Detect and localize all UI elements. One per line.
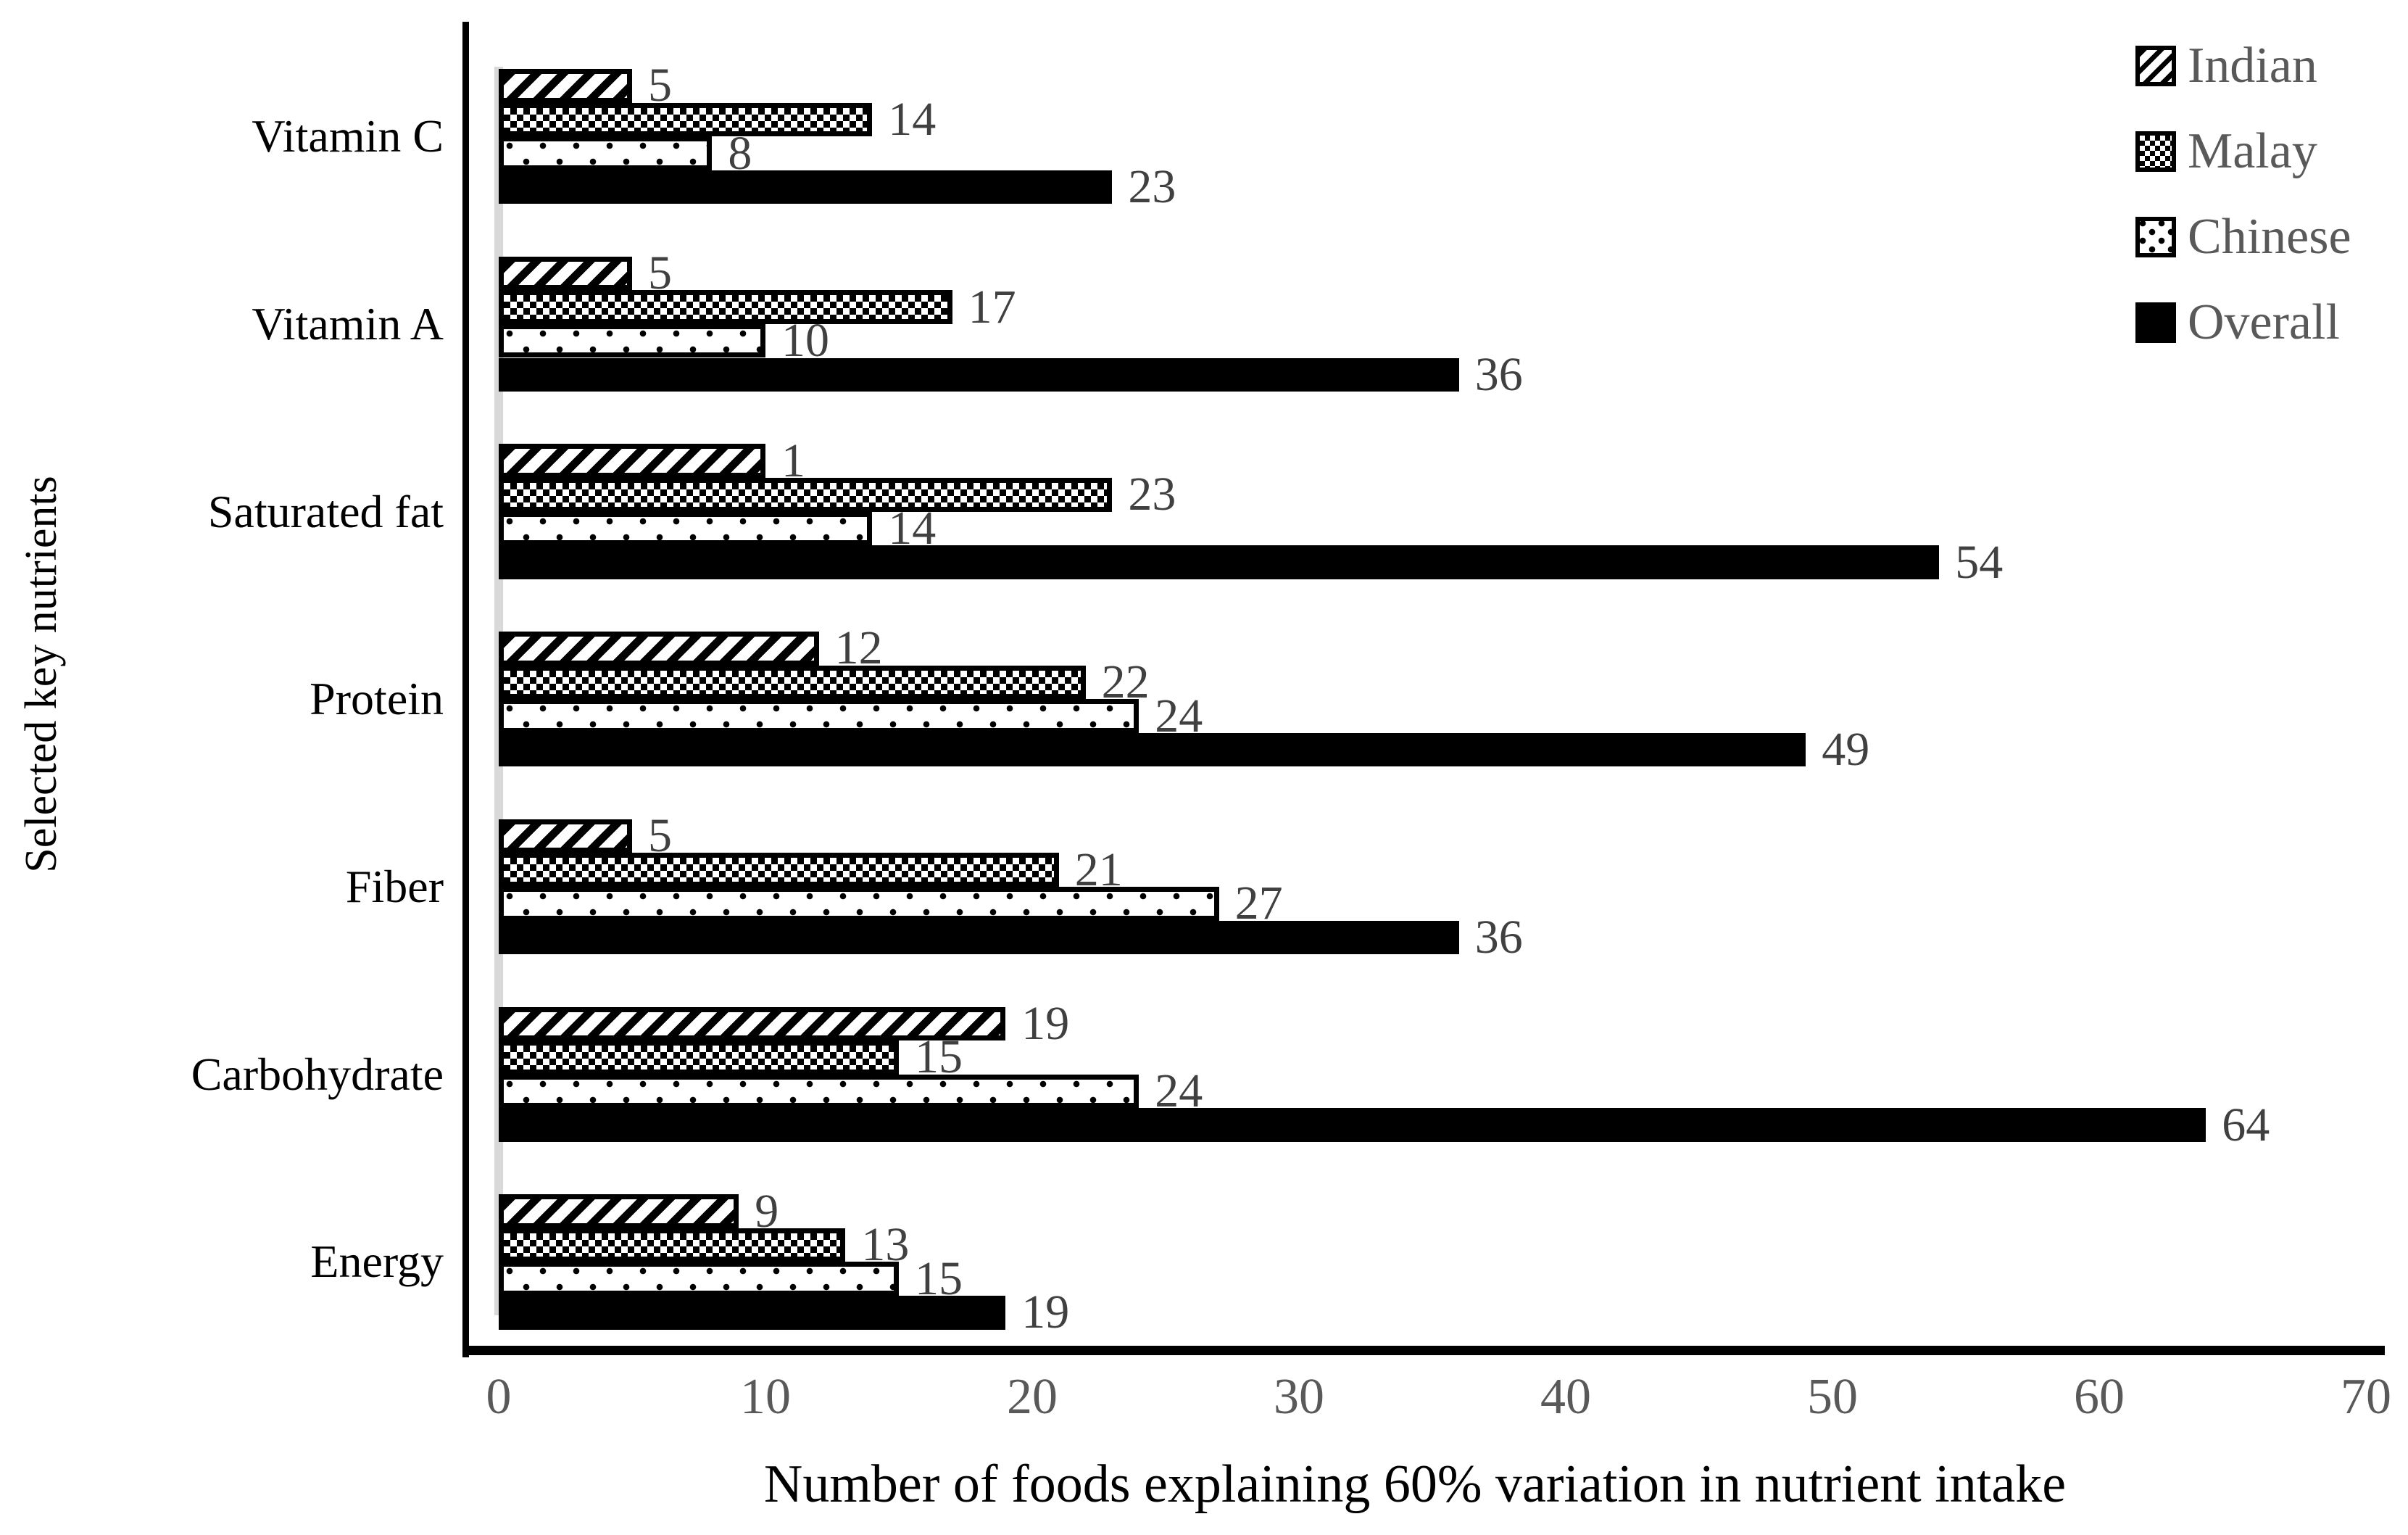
x-tick-label: 20 — [1007, 1369, 1058, 1425]
x-axis-title: Number of foods explaining 60% variation… — [763, 1455, 2067, 1514]
legend-marker-overall-icon — [2135, 302, 2176, 343]
bar-value-label: 15 — [915, 1030, 963, 1084]
bar-malay — [499, 102, 873, 137]
legend-item-chinese: Chinese — [2135, 212, 2351, 262]
bar-value-label: 19 — [1021, 1286, 1070, 1339]
bar-malay — [499, 853, 1059, 887]
bar-value-label: 13 — [861, 1218, 910, 1272]
bar-value-label: 5 — [648, 809, 672, 863]
bar-malay — [499, 1040, 899, 1075]
category-label: Protein — [310, 673, 444, 725]
bar-overall — [499, 1108, 2206, 1142]
bar-value-label: 5 — [648, 247, 672, 299]
bar-overall — [499, 170, 1113, 204]
category-label: Carbohydrate — [191, 1048, 444, 1100]
bar-value-label: 8 — [728, 126, 752, 180]
category-label: Vitamin C — [252, 110, 444, 162]
bar-value-label: 36 — [1474, 347, 1523, 401]
bar-indian — [499, 256, 632, 291]
bar-value-label: 14 — [888, 92, 937, 146]
bar-value-label: 22 — [1101, 655, 1150, 708]
category-label: Saturated fat — [207, 485, 444, 537]
legend-item-indian: Indian — [2135, 41, 2351, 91]
bar-indian — [499, 1006, 1006, 1041]
bar-value-label: 5 — [648, 59, 672, 112]
bar-indian — [499, 1194, 739, 1228]
bar-chinese — [499, 1074, 1139, 1109]
x-tick-label: 30 — [1274, 1369, 1324, 1425]
bar-value-label: 54 — [1955, 535, 2004, 589]
legend-marker-indian-icon — [2135, 46, 2176, 86]
bar-chinese — [499, 136, 713, 170]
bar-value-label: 17 — [968, 280, 1016, 334]
legend-label: Indian — [2188, 38, 2317, 94]
bar-value-label: 21 — [1074, 843, 1123, 896]
bar-value-label: 24 — [1155, 689, 1203, 742]
x-tick-label: 60 — [2074, 1369, 2125, 1425]
legend: Indian Malay Chinese Overall — [2135, 41, 2351, 348]
x-axis-line — [462, 1346, 2385, 1355]
bar-value-label: 24 — [1155, 1064, 1203, 1117]
legend-item-overall: Overall — [2135, 297, 2351, 348]
bar-value-label: 12 — [834, 621, 883, 675]
x-tick-label: 40 — [1540, 1369, 1591, 1425]
bar-value-label: 1 — [781, 434, 805, 487]
x-tick-label: 10 — [740, 1369, 791, 1425]
bar-malay — [499, 478, 1113, 512]
bar-value-label: 23 — [1128, 468, 1176, 521]
bar-chinese — [499, 887, 1219, 921]
legend-marker-malay-icon — [2135, 131, 2176, 172]
bar-chinese — [499, 323, 765, 358]
bar-overall — [499, 732, 1806, 767]
legend-label: Chinese — [2188, 209, 2351, 265]
x-tick-label: 50 — [1807, 1369, 1858, 1425]
bar-indian — [499, 69, 632, 103]
bar-overall — [499, 357, 1459, 392]
bar-value-label: 15 — [915, 1251, 963, 1305]
category-label: Energy — [310, 1236, 444, 1288]
bar-value-label: 19 — [1021, 996, 1070, 1050]
bar-indian — [499, 444, 765, 478]
legend-marker-chinese-icon — [2135, 217, 2176, 257]
category-label: Fiber — [345, 861, 444, 912]
category-label: Vitamin A — [252, 297, 444, 349]
bar-malay — [499, 1228, 846, 1262]
bar-overall — [499, 545, 1940, 579]
bar-chinese — [499, 699, 1139, 733]
bar-value-label: 36 — [1474, 910, 1523, 964]
y-axis-line — [462, 22, 469, 1357]
legend-label: Overall — [2188, 294, 2340, 350]
bar-indian — [499, 632, 819, 666]
bar-value-label: 10 — [781, 314, 829, 368]
bar-value-label: 64 — [2222, 1098, 2270, 1151]
legend-label: Malay — [2188, 123, 2317, 179]
bar-overall — [499, 920, 1459, 955]
x-tick-label: 0 — [486, 1369, 512, 1425]
y-axis-title: Selected key nutrients — [17, 476, 66, 873]
bar-value-label: 27 — [1234, 877, 1283, 930]
bar-chinese — [499, 1262, 899, 1296]
x-tick-label: 70 — [2341, 1369, 2391, 1425]
bar-overall — [499, 1296, 1006, 1330]
bar-value-label: 49 — [1822, 723, 1870, 777]
bar-indian — [499, 819, 632, 853]
bar-value-label: 23 — [1128, 160, 1176, 214]
legend-item-malay: Malay — [2135, 126, 2351, 177]
bar-chinese — [499, 511, 873, 546]
bar-malay — [499, 665, 1086, 700]
bar-value-label: 14 — [888, 501, 937, 555]
bar-value-label: 9 — [755, 1184, 779, 1238]
bar-malay — [499, 290, 952, 324]
